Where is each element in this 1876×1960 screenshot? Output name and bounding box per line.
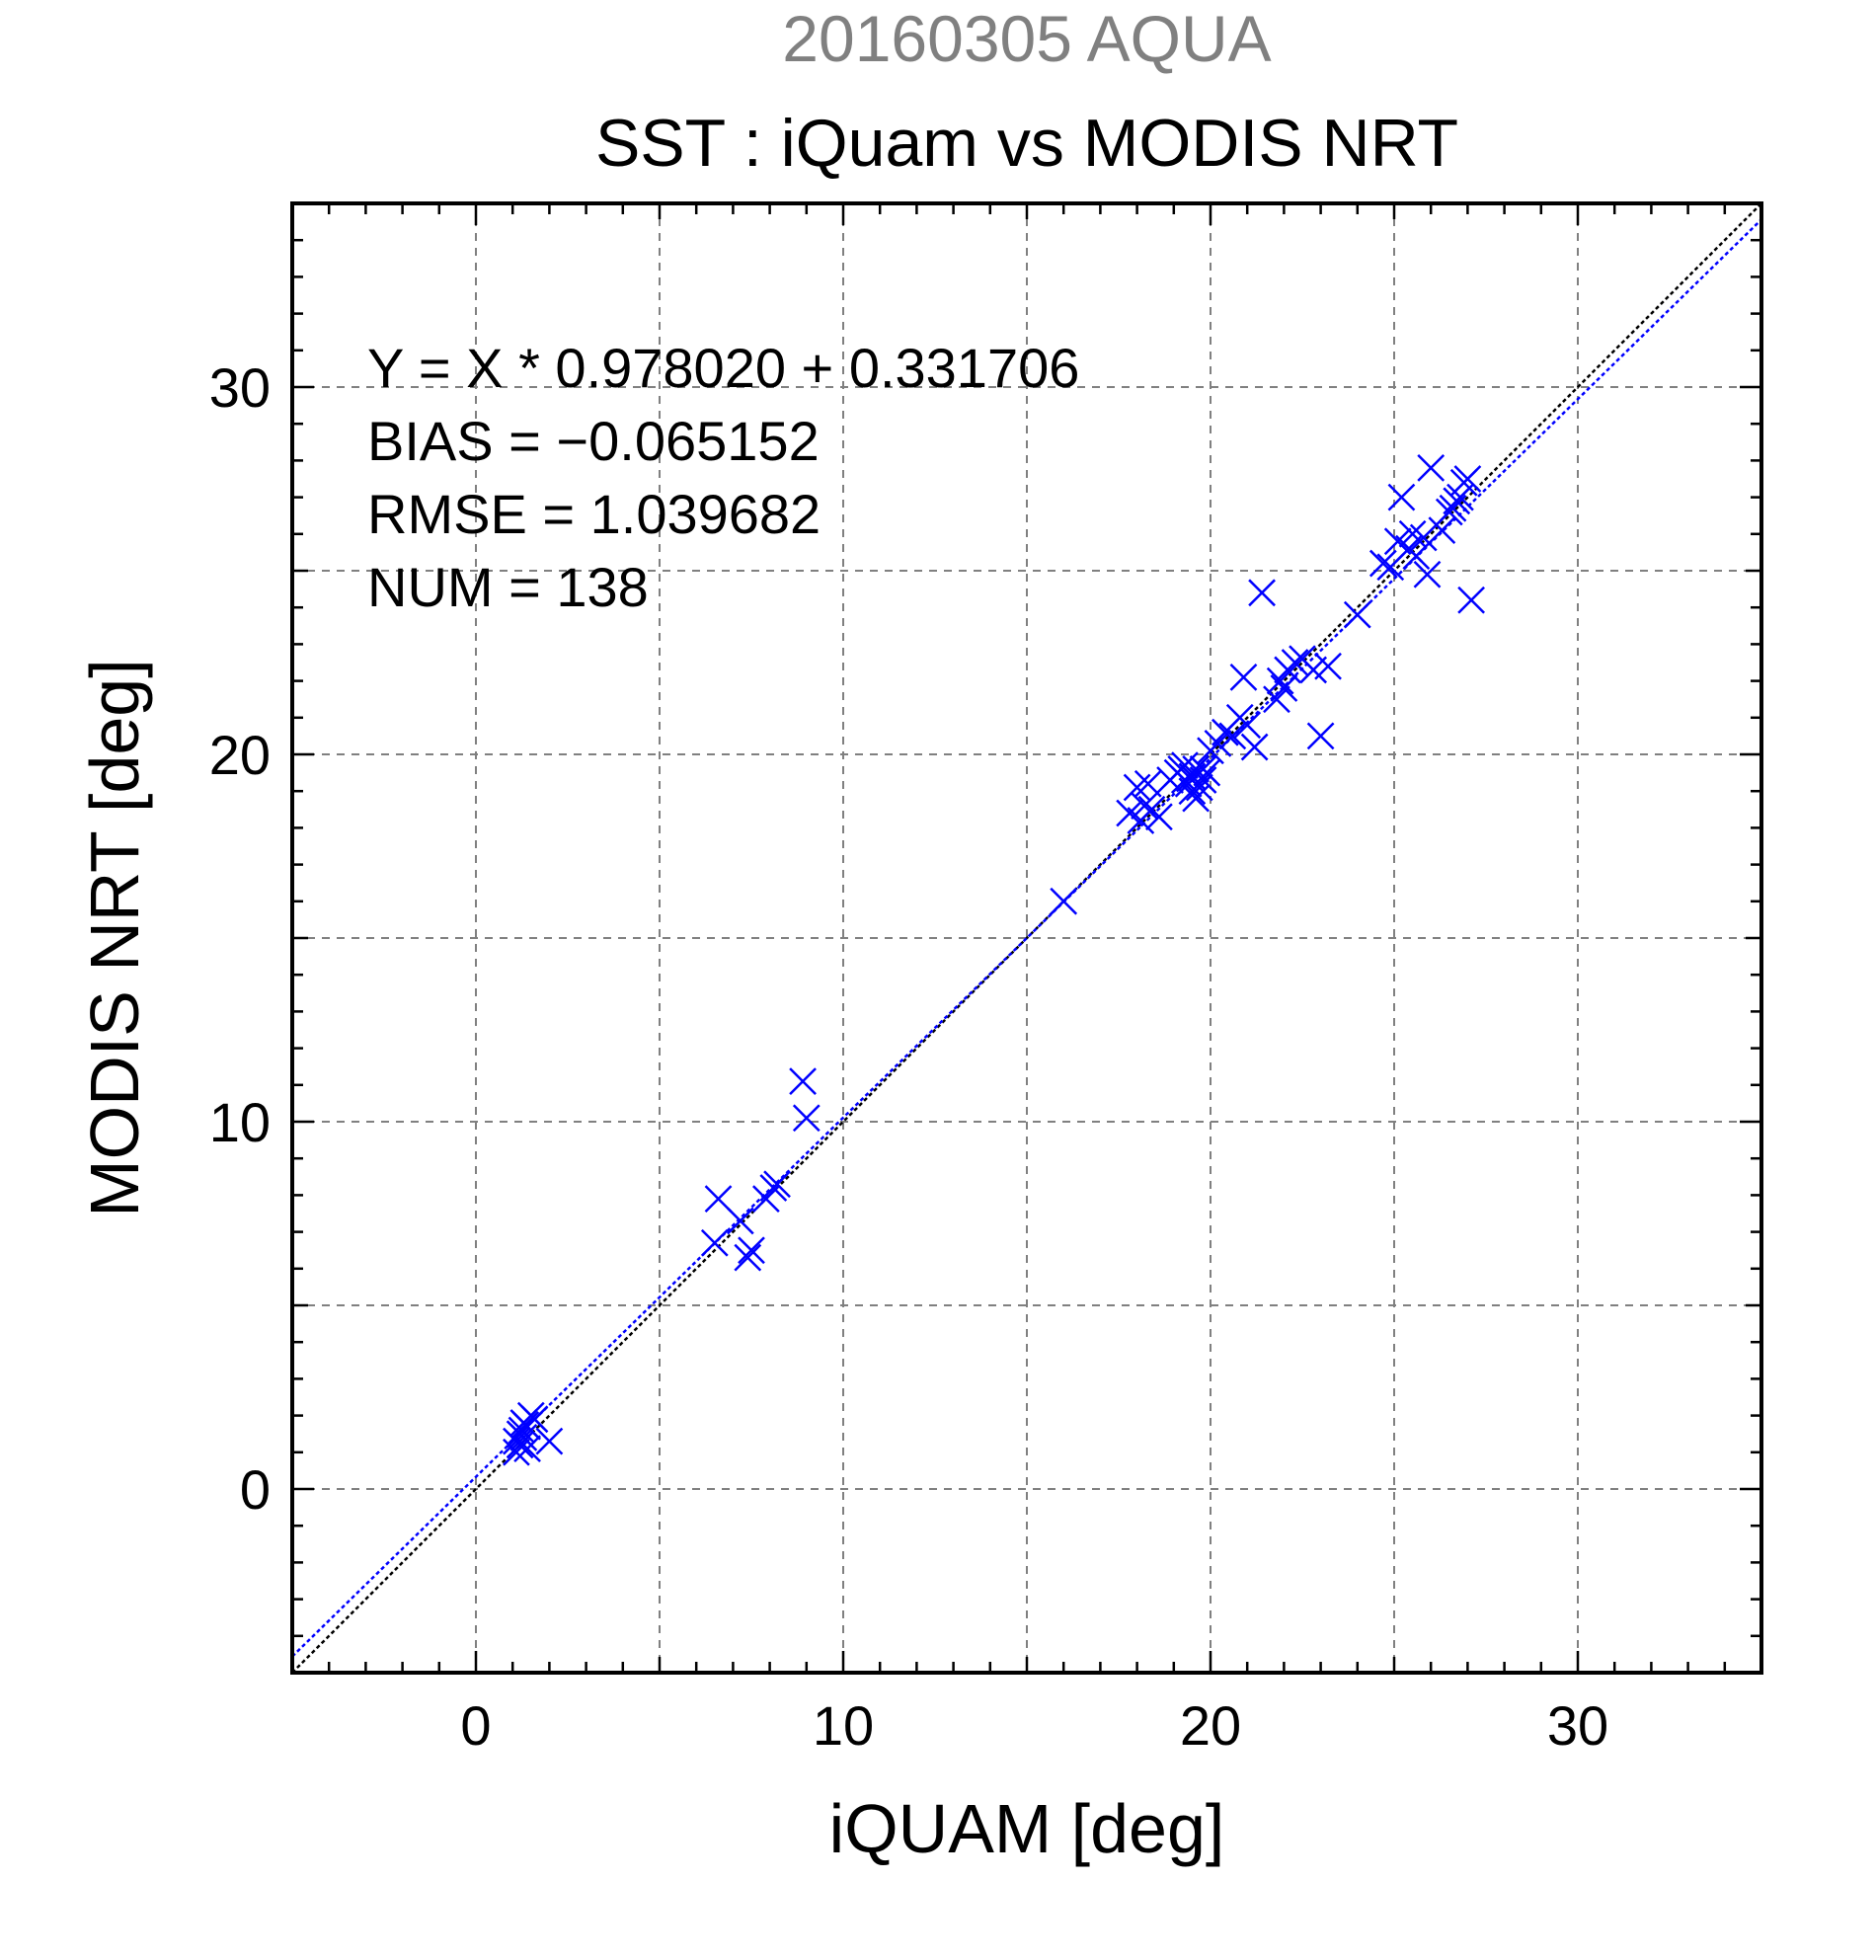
- annotation-num: NUM = 138: [367, 556, 649, 618]
- data-point: [792, 1104, 821, 1133]
- y-tick-label: 20: [209, 724, 271, 786]
- data-point: [734, 1243, 762, 1272]
- data-point: [535, 1427, 564, 1455]
- data-point: [1409, 523, 1438, 552]
- data-point: [1413, 560, 1442, 588]
- identity-line: [291, 202, 1762, 1674]
- data-point: [1218, 722, 1247, 750]
- data-point: [1314, 652, 1342, 680]
- data-point: [1343, 600, 1371, 629]
- x-tick-label: 30: [1547, 1694, 1608, 1757]
- data-point: [1387, 483, 1416, 511]
- data-point: [1281, 649, 1309, 676]
- data-point: [1457, 586, 1486, 614]
- data-point: [1189, 754, 1217, 783]
- chart-supertitle: 20160305 AQUA: [782, 2, 1271, 75]
- data-point: [1439, 494, 1467, 522]
- stats-annotation: Y = X * 0.978020 + 0.331706 BIAS = −0.06…: [367, 337, 1079, 618]
- data-point: [763, 1170, 791, 1199]
- data-point: [1417, 453, 1446, 482]
- data-point: [704, 1185, 733, 1214]
- data-point: [1171, 766, 1199, 794]
- y-axis-label: MODIS NRT [deg]: [76, 659, 153, 1216]
- data-point: [738, 1236, 765, 1265]
- data-point: [1182, 784, 1211, 813]
- x-axis-label: iQUAM [deg]: [829, 1790, 1225, 1867]
- data-point: [1145, 803, 1173, 831]
- annotation-bias: BIAS = −0.065152: [367, 410, 820, 472]
- x-tick-label: 20: [1180, 1694, 1241, 1757]
- data-point: [1050, 887, 1078, 915]
- axis-ticks: 0 10 20 30 0 10 20 30: [209, 203, 1761, 1757]
- data-point: [1123, 773, 1151, 802]
- annotation-rmse: RMSE = 1.039682: [367, 483, 821, 545]
- data-point: [1398, 519, 1427, 548]
- data-point: [1306, 722, 1335, 750]
- x-tick-label: 0: [460, 1694, 491, 1757]
- data-point: [1133, 769, 1162, 798]
- data-point: [789, 1067, 817, 1095]
- data-point: [1233, 711, 1262, 740]
- data-point: [520, 1405, 549, 1434]
- y-tick-label: 10: [209, 1091, 271, 1153]
- y-tick-label: 30: [209, 356, 271, 419]
- data-point: [1368, 549, 1397, 578]
- data-point: [1167, 754, 1196, 783]
- x-tick-label: 10: [813, 1694, 874, 1757]
- data-point: [700, 1228, 729, 1257]
- data-point: [1229, 663, 1258, 691]
- data-point: [726, 1207, 754, 1235]
- annotation-regression: Y = X * 0.978020 + 0.331706: [367, 337, 1079, 399]
- chart-title: SST : iQuam vs MODIS NRT: [595, 106, 1458, 181]
- data-point: [1453, 465, 1482, 493]
- data-point: [1248, 579, 1276, 607]
- y-tick-label: 0: [240, 1458, 271, 1521]
- data-point: [1240, 733, 1269, 761]
- data-point: [508, 1416, 536, 1445]
- data-point: [511, 1411, 540, 1439]
- grid-lines: [292, 203, 1761, 1673]
- data-points: [503, 453, 1486, 1466]
- data-point: [509, 1424, 538, 1451]
- data-point: [1270, 674, 1298, 702]
- data-point: [1127, 807, 1155, 834]
- data-point: [503, 1438, 530, 1466]
- data-point: [1428, 516, 1456, 544]
- data-point: [513, 1435, 541, 1462]
- data-point: [1402, 542, 1431, 571]
